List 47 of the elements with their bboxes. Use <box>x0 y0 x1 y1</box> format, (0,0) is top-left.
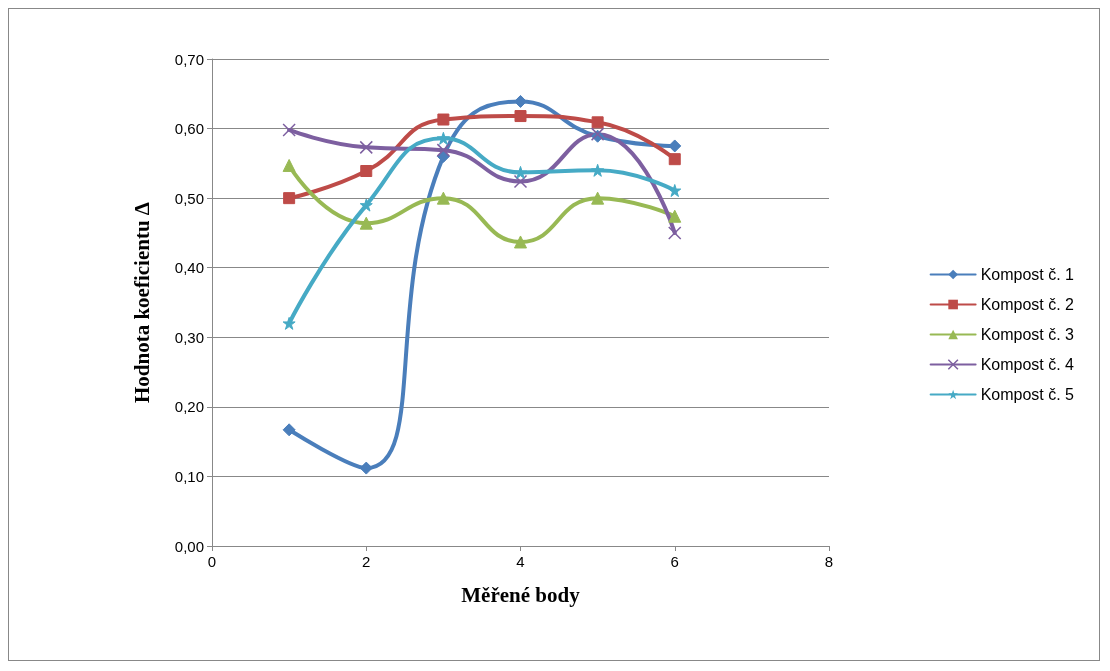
legend-label: Kompost č. 3 <box>980 326 1075 343</box>
point <box>436 143 451 157</box>
point <box>359 198 373 212</box>
y-tick-label: 0,50 <box>174 189 204 207</box>
point <box>282 123 296 137</box>
y-tick-label: 0,60 <box>174 120 204 138</box>
point <box>668 209 682 223</box>
point <box>514 165 527 179</box>
y-tick-label: 0,20 <box>174 398 204 416</box>
point <box>513 174 528 189</box>
x-tick-label: 8 <box>824 553 834 570</box>
x-tick-label: 4 <box>516 553 525 570</box>
point <box>668 226 682 240</box>
point <box>282 158 296 172</box>
point <box>591 163 605 177</box>
point <box>282 423 296 437</box>
x-tick-label: 2 <box>362 553 371 570</box>
point <box>360 165 373 178</box>
x-tick-label: 0 <box>207 553 217 570</box>
point <box>668 139 682 153</box>
point <box>668 183 682 197</box>
y-tick-label: 0,40 <box>174 259 204 277</box>
point <box>591 191 605 205</box>
y-tick-label: 0,10 <box>174 467 204 485</box>
legend-label: Kompost č. 5 <box>980 386 1075 403</box>
legend-label: Kompost č. 4 <box>980 356 1075 373</box>
y-tick-label: 0,30 <box>174 328 204 346</box>
legend-label: Kompost č. 1 <box>980 266 1075 283</box>
y-tick-label: 0,70 <box>174 50 204 68</box>
x-axis-title: Měřené body <box>461 582 581 607</box>
point <box>359 461 373 475</box>
point <box>283 192 296 205</box>
legend-label: Kompost č. 2 <box>980 296 1075 313</box>
y-axis-title: Hodnota koeficientu Δ <box>129 201 154 404</box>
x-tick-label: 6 <box>670 553 679 570</box>
point <box>514 94 527 108</box>
point <box>359 216 373 230</box>
point <box>436 191 450 205</box>
point <box>591 116 604 129</box>
point <box>359 140 373 155</box>
point <box>514 110 527 123</box>
y-tick-label: 0,00 <box>174 537 204 555</box>
point <box>668 153 681 166</box>
point <box>514 235 527 249</box>
point <box>282 316 296 330</box>
point <box>437 113 450 126</box>
point <box>436 131 450 145</box>
